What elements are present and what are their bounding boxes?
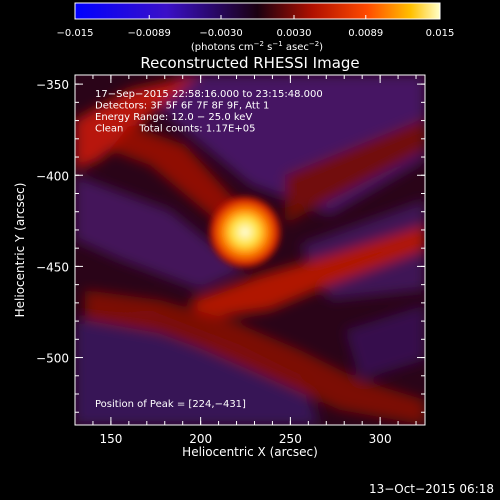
annotation-line: Energy Range: 12.0 − 25.0 keV — [95, 112, 252, 123]
x-axis-label: Heliocentric X (arcsec) — [182, 445, 318, 459]
colorbar-units: (photons cm−2 s−1 asec−2) — [191, 40, 323, 53]
annotation-line: Detectors: 3F 5F 6F 7F 8F 9F, Att 1 — [95, 101, 269, 112]
plot-frame — [74, 74, 426, 426]
colorbar-tick-label: −0.015 — [56, 28, 93, 39]
colorbar-tick-label: 0.0089 — [348, 28, 383, 39]
y-tick-label: −350 — [36, 78, 69, 92]
y-tick-label: −500 — [36, 352, 69, 366]
colorbar-tick-label: −0.0030 — [199, 28, 242, 39]
colorbar-tick-label: 0.015 — [426, 28, 455, 39]
x-tick-label: 200 — [189, 432, 212, 446]
info-annotations: 17−Sep−2015 22:58:16.000 to 23:15:48.000… — [95, 89, 323, 135]
y-tick-label: −400 — [36, 169, 69, 183]
heatmap-image — [75, 75, 425, 425]
x-tick-label: 300 — [369, 432, 392, 446]
x-tick-label: 250 — [279, 432, 302, 446]
peak-position-label: Position of Peak = [224,−431] — [95, 399, 246, 410]
colorbar-frame — [74, 2, 441, 20]
colorbar-tick-label: −0.0089 — [128, 28, 171, 39]
timestamp: 13−Oct−2015 06:18 — [369, 482, 494, 496]
y-tick-label: −450 — [36, 260, 69, 274]
annotation-line: 17−Sep−2015 22:58:16.000 to 23:15:48.000 — [95, 89, 323, 100]
y-axis-label: Heliocentric Y (arcsec) — [13, 183, 27, 318]
annotation-line: Clean Total counts: 1.17E+05 — [95, 124, 255, 135]
colorbar — [75, 3, 440, 19]
chart-title: Reconstructed RHESSI Image — [140, 54, 359, 72]
x-tick-label: 150 — [99, 432, 122, 446]
colorbar-tick-label: 0.0030 — [277, 28, 312, 39]
